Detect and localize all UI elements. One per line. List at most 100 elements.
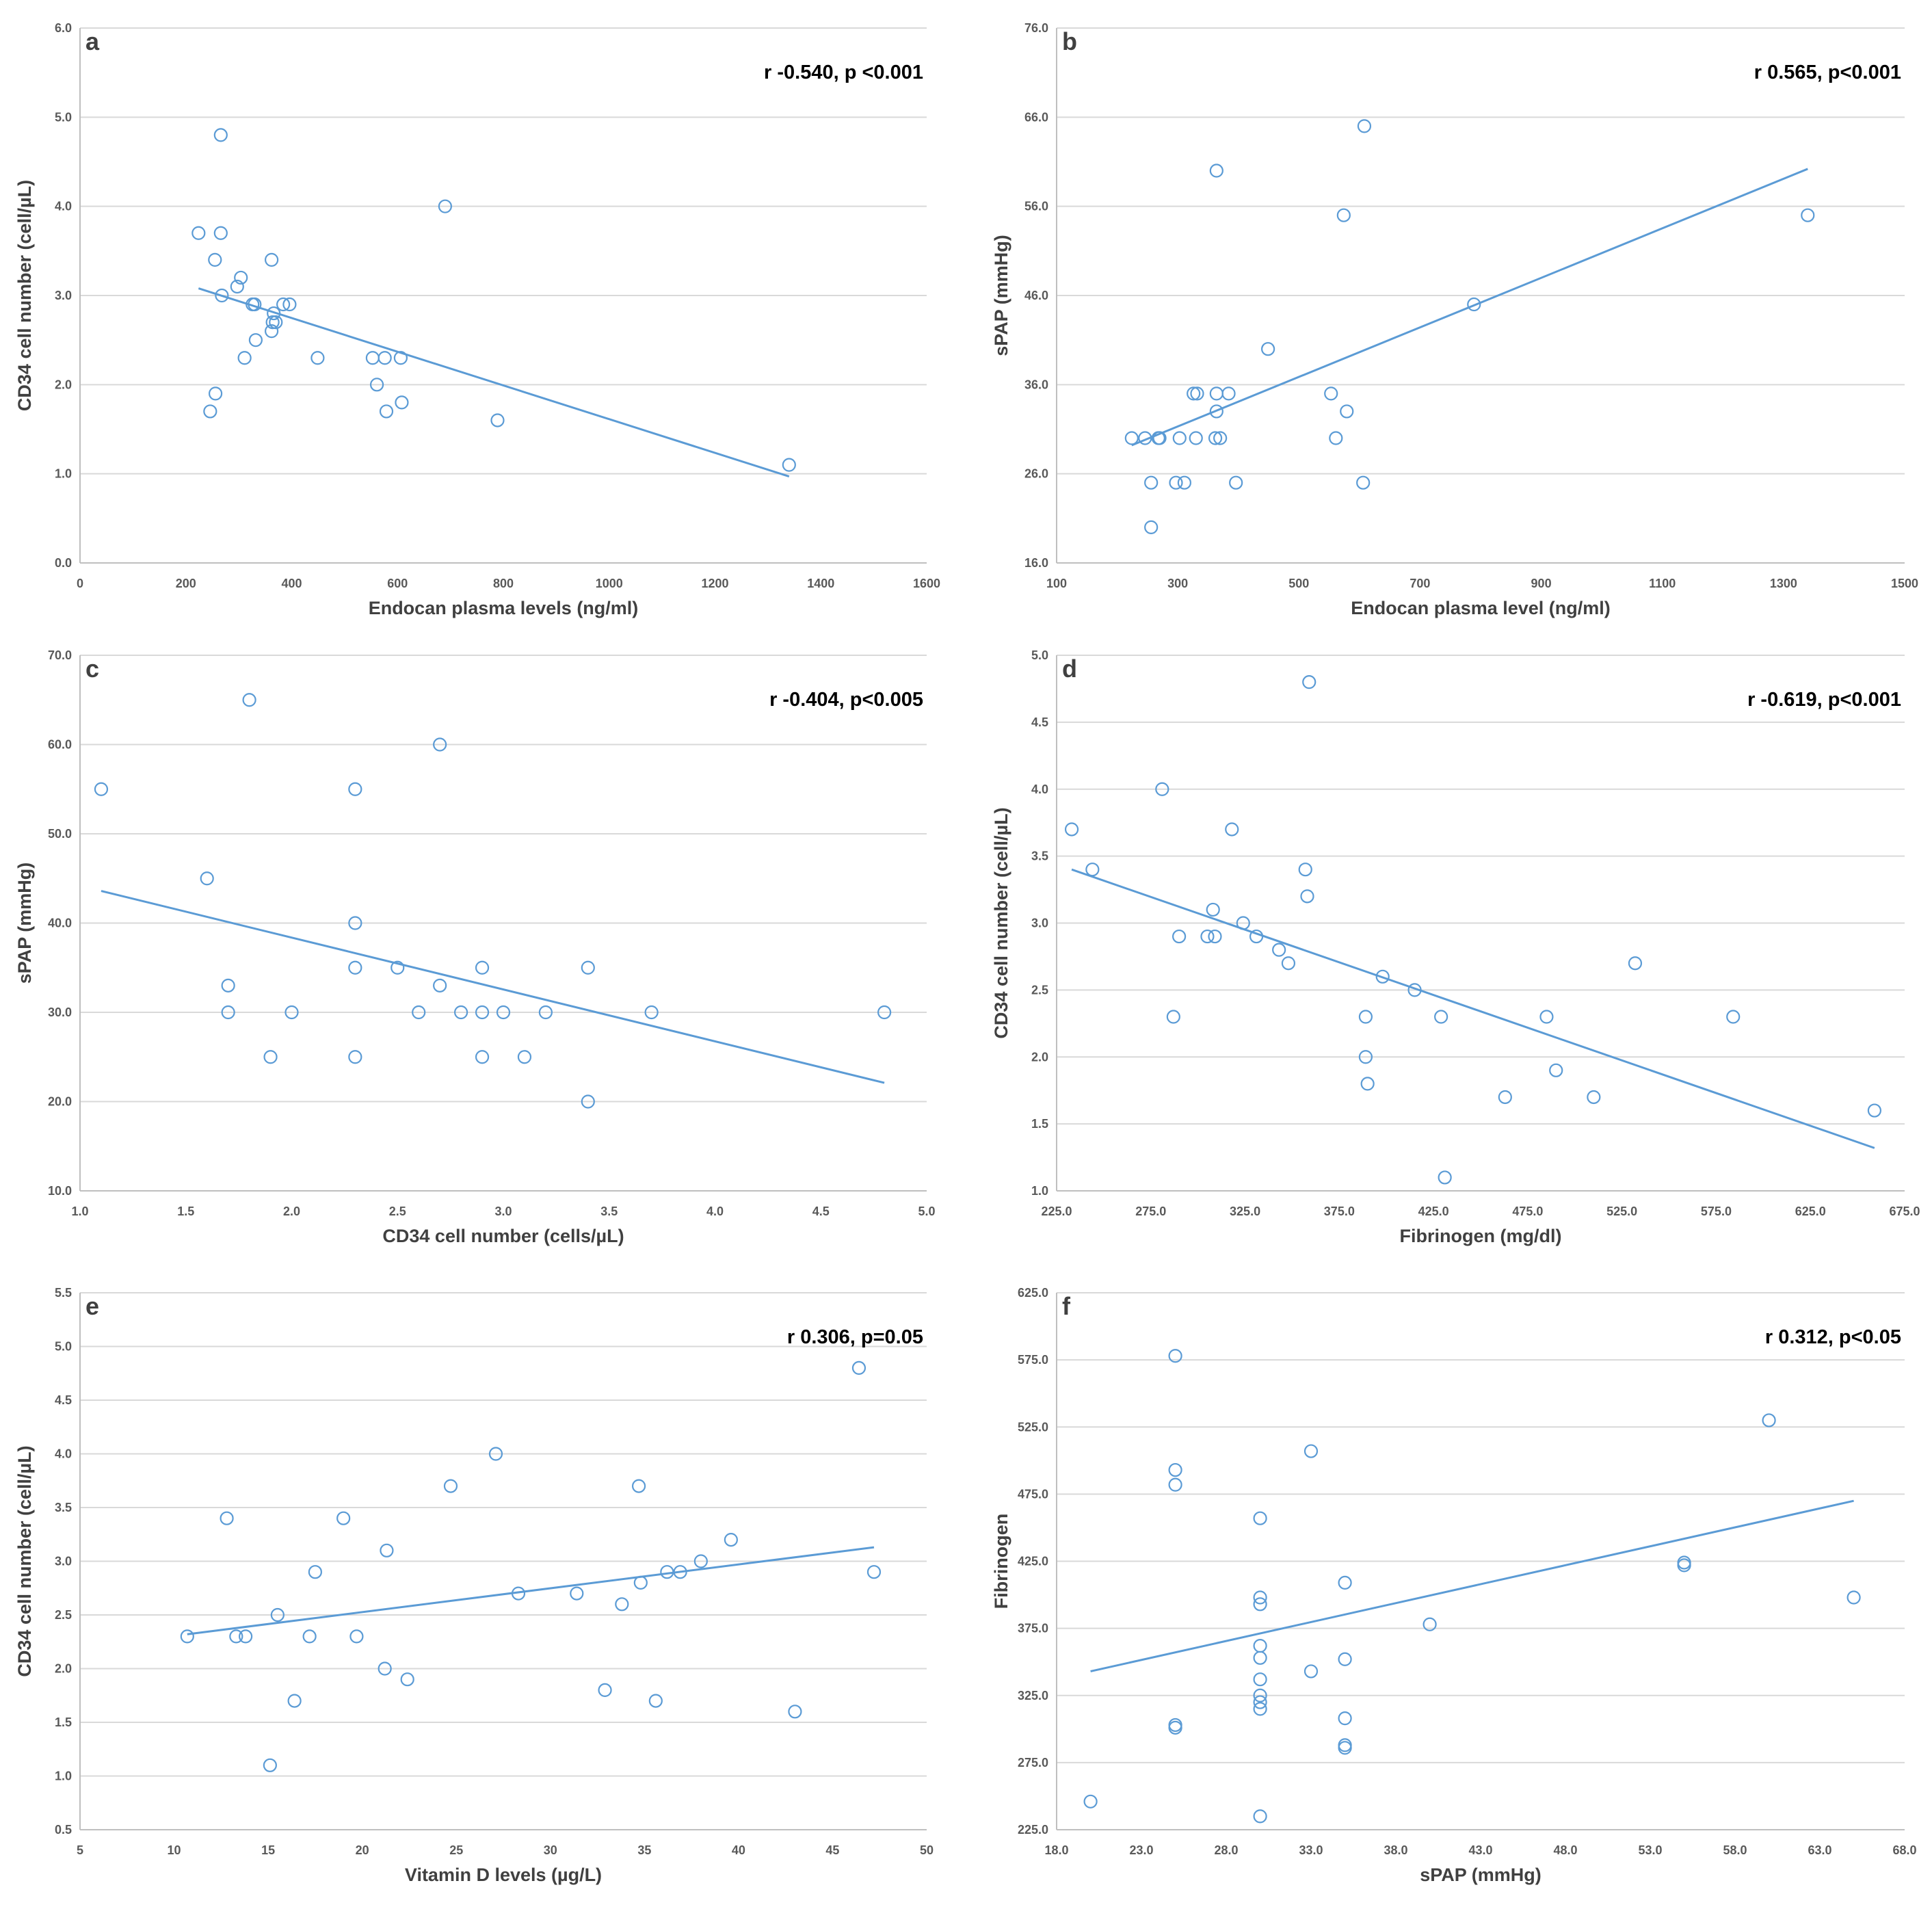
data-point bbox=[1338, 1652, 1352, 1666]
y-tick-label: 6.0 bbox=[55, 21, 72, 35]
data-point bbox=[248, 297, 262, 312]
data-point bbox=[310, 351, 325, 365]
data-point bbox=[1329, 431, 1343, 445]
x-axis-label: Endocan plasma levels (ng/ml) bbox=[369, 598, 639, 618]
data-point bbox=[490, 413, 505, 428]
x-tick-label: 100 bbox=[1046, 577, 1067, 590]
x-tick-label: 800 bbox=[493, 577, 514, 590]
trend-line bbox=[1131, 168, 1808, 447]
data-point bbox=[1221, 386, 1236, 401]
y-tick-label: 3.5 bbox=[1031, 850, 1048, 863]
data-point bbox=[1434, 1010, 1448, 1024]
data-point bbox=[208, 252, 222, 267]
x-tick-label: 30 bbox=[544, 1843, 557, 1857]
data-point bbox=[1168, 1462, 1182, 1477]
data-point bbox=[1166, 1010, 1180, 1024]
panel-letter: c bbox=[85, 655, 99, 683]
y-tick-label: 46.0 bbox=[1024, 289, 1048, 302]
data-point bbox=[1155, 782, 1169, 796]
data-point bbox=[269, 315, 283, 330]
y-tick-label: 5.5 bbox=[55, 1286, 72, 1300]
data-point bbox=[443, 1479, 458, 1493]
data-point bbox=[1083, 1794, 1098, 1809]
data-point bbox=[229, 1629, 243, 1644]
data-point bbox=[517, 1050, 532, 1064]
data-point bbox=[412, 1005, 426, 1020]
data-point bbox=[1253, 1650, 1267, 1665]
data-point bbox=[1253, 1639, 1267, 1653]
data-point bbox=[264, 324, 279, 339]
data-point bbox=[234, 270, 248, 285]
y-tick-label: 30.0 bbox=[48, 1005, 72, 1019]
y-tick-label: 4.5 bbox=[1031, 715, 1048, 729]
data-point bbox=[237, 351, 252, 365]
y-tick-label: 2.0 bbox=[55, 378, 72, 391]
data-point bbox=[1249, 929, 1264, 944]
y-tick-label: 575.0 bbox=[1018, 1353, 1048, 1367]
y-tick-label: 0.0 bbox=[55, 556, 72, 570]
data-point bbox=[866, 1565, 882, 1579]
y-tick-label: 2.0 bbox=[1031, 1050, 1048, 1064]
data-point bbox=[1152, 431, 1167, 445]
data-point bbox=[1253, 1809, 1267, 1824]
x-axis-label: CD34 cell number (cells/µL) bbox=[382, 1226, 624, 1246]
data-point bbox=[1229, 475, 1243, 490]
data-point bbox=[1801, 208, 1815, 222]
y-axis-label: Fibrinogen bbox=[991, 1514, 1011, 1609]
data-point bbox=[782, 458, 796, 472]
x-tick-label: 1400 bbox=[807, 577, 834, 590]
y-tick-label: 20.0 bbox=[48, 1095, 72, 1109]
x-tick-label: 200 bbox=[176, 577, 196, 590]
data-point bbox=[1168, 1720, 1182, 1735]
x-tick-label: 68.0 bbox=[1892, 1843, 1916, 1857]
data-point bbox=[1213, 431, 1228, 445]
data-point bbox=[378, 1661, 392, 1676]
data-point bbox=[1253, 1672, 1267, 1687]
y-tick-label: 5.0 bbox=[1031, 648, 1048, 662]
y-tick-label: 3.0 bbox=[55, 289, 72, 302]
data-point bbox=[1338, 1741, 1352, 1755]
data-point bbox=[1304, 1444, 1319, 1458]
data-point bbox=[238, 1629, 253, 1644]
data-point bbox=[1358, 1010, 1373, 1024]
data-point bbox=[648, 1694, 663, 1708]
y-tick-label: 325.0 bbox=[1018, 1689, 1048, 1702]
data-point bbox=[1085, 863, 1100, 877]
data-point bbox=[615, 1597, 629, 1612]
x-tick-label: 1100 bbox=[1649, 577, 1676, 590]
x-tick-label: 1300 bbox=[1770, 577, 1797, 590]
x-tick-label: 28.0 bbox=[1214, 1843, 1238, 1857]
data-point bbox=[287, 1694, 302, 1708]
y-axis-label: CD34 cell number (cell/µL) bbox=[991, 807, 1011, 1038]
x-tick-label: 23.0 bbox=[1129, 1843, 1153, 1857]
y-tick-label: 4.0 bbox=[55, 1447, 72, 1461]
data-point bbox=[395, 395, 409, 410]
data-point bbox=[284, 1005, 299, 1020]
data-point bbox=[488, 1447, 503, 1461]
data-point bbox=[1177, 475, 1191, 490]
x-tick-label: 58.0 bbox=[1723, 1843, 1747, 1857]
data-point bbox=[433, 737, 447, 752]
panel-letter: f bbox=[1062, 1292, 1071, 1320]
data-point bbox=[1144, 475, 1159, 490]
data-point bbox=[400, 1672, 414, 1687]
data-point bbox=[1762, 1413, 1776, 1428]
x-tick-label: 900 bbox=[1531, 577, 1552, 590]
data-point bbox=[1549, 1063, 1563, 1077]
data-point bbox=[215, 288, 229, 303]
data-point bbox=[1208, 929, 1222, 944]
data-point bbox=[644, 1005, 659, 1020]
y-tick-label: 475.0 bbox=[1018, 1487, 1048, 1501]
data-point bbox=[1253, 1695, 1267, 1709]
data-point bbox=[1498, 1090, 1512, 1105]
y-tick-label: 70.0 bbox=[48, 648, 72, 662]
y-tick-label: 66.0 bbox=[1024, 110, 1048, 124]
data-point bbox=[1338, 1575, 1352, 1590]
x-tick-label: 225.0 bbox=[1041, 1205, 1072, 1218]
data-point bbox=[1209, 404, 1223, 419]
data-point bbox=[393, 351, 408, 365]
data-point bbox=[1172, 929, 1187, 944]
x-tick-label: 18.0 bbox=[1044, 1843, 1068, 1857]
x-tick-label: 2.5 bbox=[389, 1205, 406, 1218]
